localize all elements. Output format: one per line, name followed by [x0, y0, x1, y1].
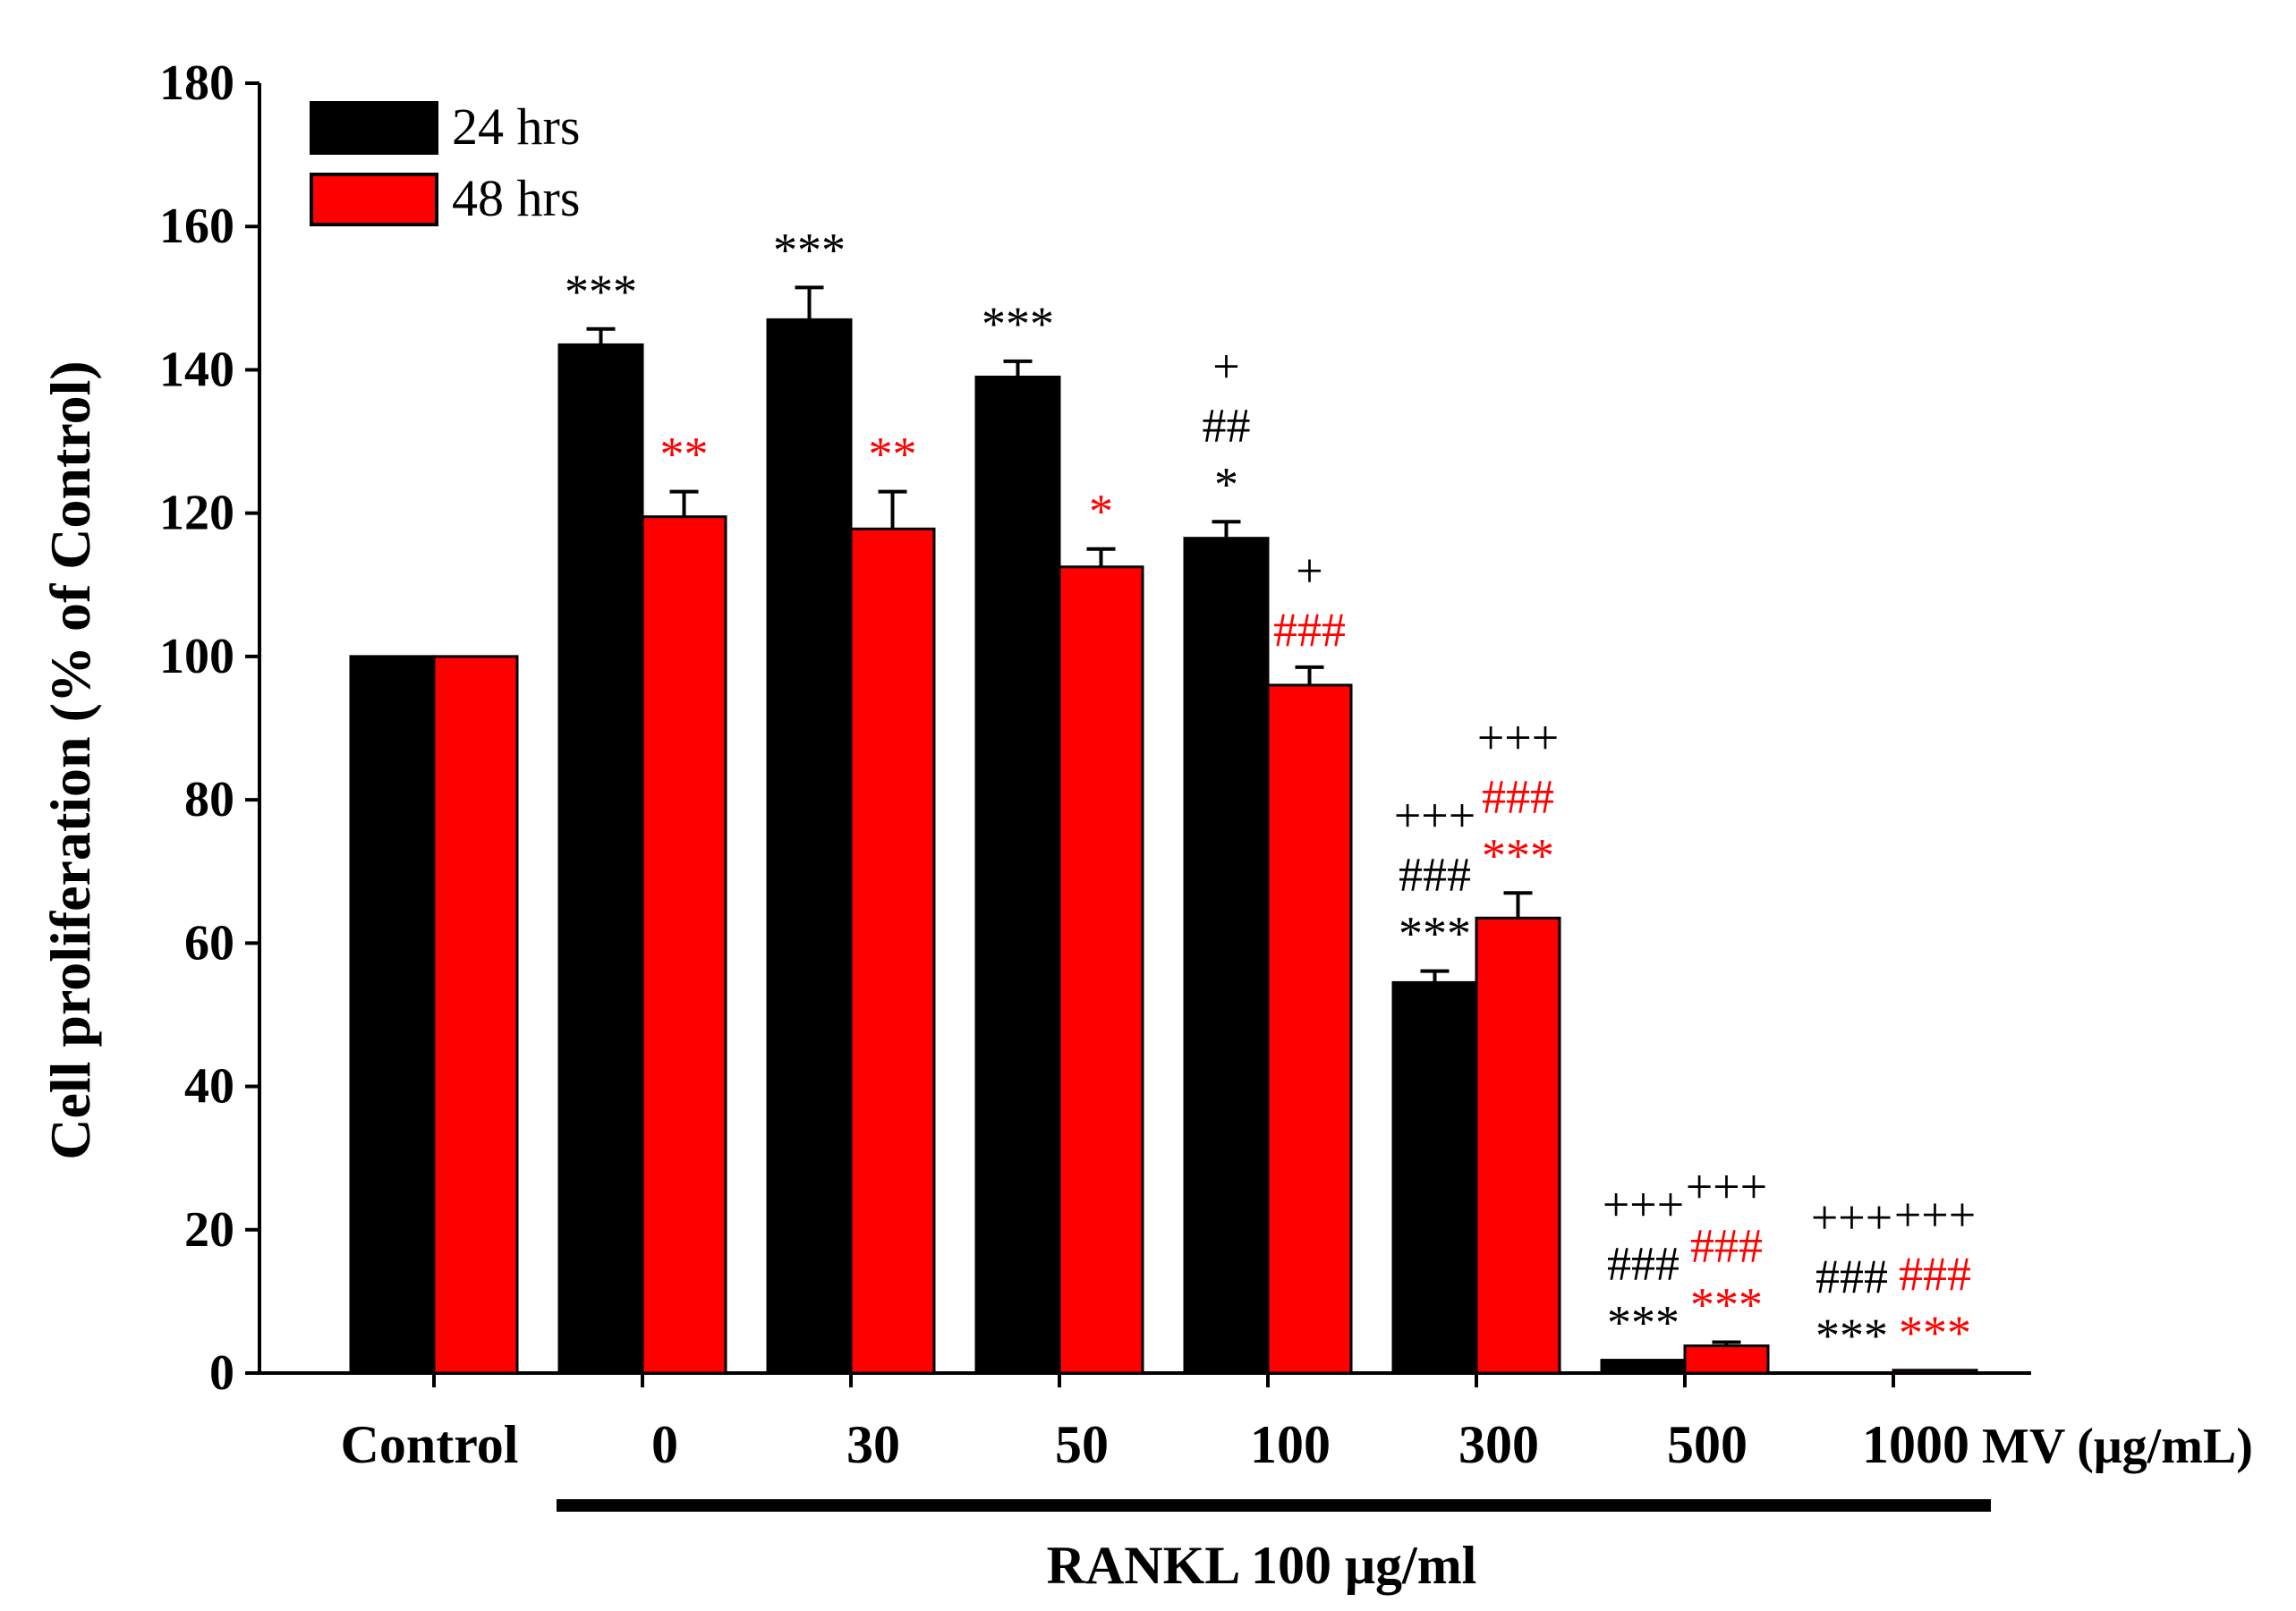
- significance-mark: ###: [1690, 1219, 1763, 1273]
- bar: [349, 655, 436, 1375]
- significance-mark: ***: [565, 265, 637, 318]
- bar: [1266, 683, 1353, 1375]
- significance-mark: ***: [1899, 1306, 1971, 1360]
- y-tick-label: 60: [184, 915, 234, 971]
- significance-mark: ***: [773, 223, 846, 276]
- significance-annotations: **************+##*+###+++###***+++###***…: [565, 223, 1976, 1362]
- rankl-group-label: RANKL 100 μg/ml: [1047, 1536, 1477, 1595]
- legend-label: 24 hrs: [452, 98, 580, 156]
- significance-mark: *: [1214, 457, 1238, 511]
- y-axis-label: Cell proliferation (% of Control): [38, 360, 102, 1160]
- bar: [557, 343, 644, 1375]
- significance-mark: +++: [1603, 1178, 1684, 1232]
- y-tick-label: 40: [184, 1059, 234, 1115]
- significance-mark: ###: [1482, 769, 1554, 823]
- significance-mark: +++: [1811, 1191, 1892, 1244]
- bar: [1892, 1369, 1978, 1375]
- significance-mark: ###: [1899, 1247, 1971, 1301]
- significance-mark: **: [869, 428, 917, 481]
- y-tick-label: 120: [159, 486, 234, 541]
- x-tick-label: 50: [1055, 1415, 1109, 1474]
- bar: [849, 527, 936, 1375]
- x-tick-label: 100: [1250, 1415, 1331, 1474]
- significance-mark: +++: [1686, 1160, 1767, 1214]
- x-tick-label: 1000: [1862, 1415, 1969, 1474]
- bar: [641, 515, 727, 1375]
- bar: [974, 375, 1061, 1375]
- significance-mark: +: [1212, 339, 1239, 393]
- legend-swatch: [310, 101, 438, 155]
- significance-mark: +++: [1394, 789, 1475, 843]
- legend: 24 hrs 48 hrs: [310, 98, 580, 227]
- y-axis: 0 20 40 60 80 100 120 140 160 180: [159, 55, 261, 1401]
- x-tick-label: 30: [846, 1415, 900, 1474]
- significance-mark: +++: [1894, 1188, 1976, 1242]
- significance-mark: ###: [1399, 848, 1471, 902]
- x-tick-label: 500: [1667, 1415, 1748, 1474]
- bar: [766, 318, 853, 1375]
- significance-mark: ***: [1816, 1309, 1888, 1362]
- bar: [1391, 980, 1478, 1375]
- significance-mark: **: [660, 428, 709, 481]
- significance-mark: ***: [982, 297, 1054, 351]
- y-tick-label: 20: [184, 1202, 234, 1258]
- bars: [349, 285, 1978, 1375]
- bar: [1183, 537, 1270, 1375]
- y-tick-label: 80: [184, 772, 234, 827]
- significance-mark: +++: [1477, 710, 1559, 764]
- x-tick-label: 0: [651, 1415, 678, 1474]
- x-tick-label: 300: [1458, 1415, 1539, 1474]
- significance-mark: ###: [1273, 603, 1346, 657]
- y-tick-label: 160: [159, 199, 234, 254]
- significance-mark: ***: [1482, 828, 1554, 882]
- legend-label: 48 hrs: [452, 169, 580, 227]
- x-axis: Control 0 30 50 100 300 500 1000: [259, 1371, 2031, 1474]
- significance-mark: +: [1296, 544, 1322, 598]
- significance-mark: ***: [1399, 907, 1471, 961]
- significance-mark: ###: [1607, 1237, 1679, 1291]
- x-tick-label: Control: [341, 1415, 519, 1474]
- y-tick-label: 140: [159, 342, 234, 397]
- bar: [1683, 1344, 1770, 1375]
- significance-mark: *: [1089, 485, 1113, 538]
- significance-mark: ***: [1607, 1296, 1679, 1350]
- significance-mark: ###: [1816, 1250, 1888, 1303]
- legend-swatch: [310, 173, 438, 226]
- x-axis-unit-label: MV (μg/mL): [1982, 1419, 2253, 1474]
- significance-mark: ##: [1203, 398, 1251, 452]
- y-tick-label: 100: [159, 629, 234, 684]
- bar: [1475, 916, 1561, 1375]
- bar: [432, 655, 519, 1375]
- bar: [1058, 565, 1144, 1375]
- y-tick-label: 180: [159, 55, 234, 111]
- y-tick-label: 0: [209, 1345, 234, 1401]
- significance-mark: ***: [1690, 1278, 1763, 1332]
- bar: [1600, 1359, 1687, 1375]
